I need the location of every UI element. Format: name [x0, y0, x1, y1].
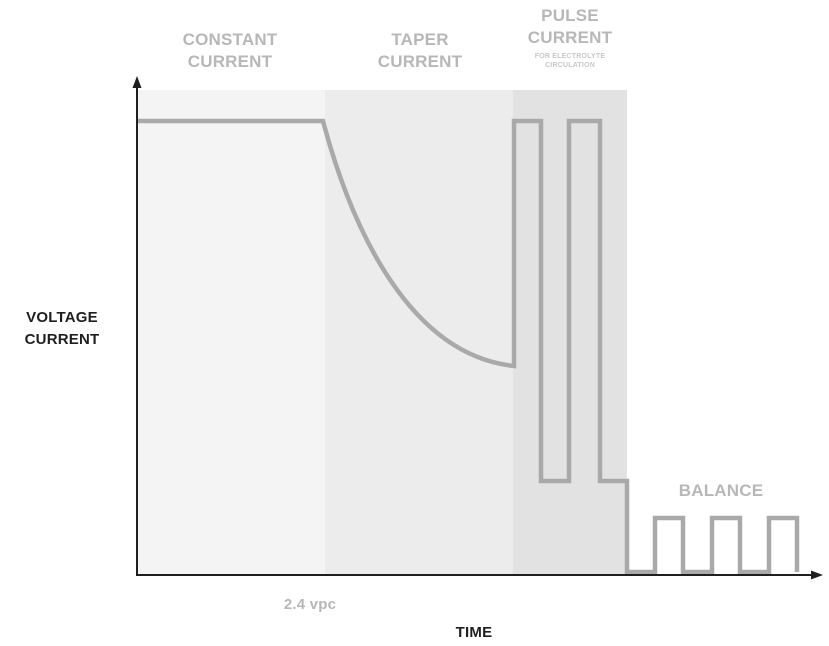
taper-current-label: TAPER CURRENT [377, 30, 463, 71]
y-axis-label: VOLTAGE CURRENT [24, 309, 100, 348]
taper-current-zone [325, 90, 513, 575]
balance-label: BALANCE [678, 481, 764, 500]
constant-current-zone [137, 90, 325, 575]
x-axis-arrow [811, 570, 823, 580]
constant-current-label: CONSTANT CURRENT [182, 30, 278, 71]
pulse-current-label: PULSE CURRENT [527, 6, 613, 47]
pulse-current-note: FOR ELECTROLYTE CIRCULATION [534, 53, 606, 69]
x-axis-marker-label: 2.4 vpc [283, 596, 337, 613]
charge-profile-line [137, 118, 800, 575]
y-axis-arrow [132, 76, 142, 88]
x-axis-label: TIME [455, 624, 493, 641]
